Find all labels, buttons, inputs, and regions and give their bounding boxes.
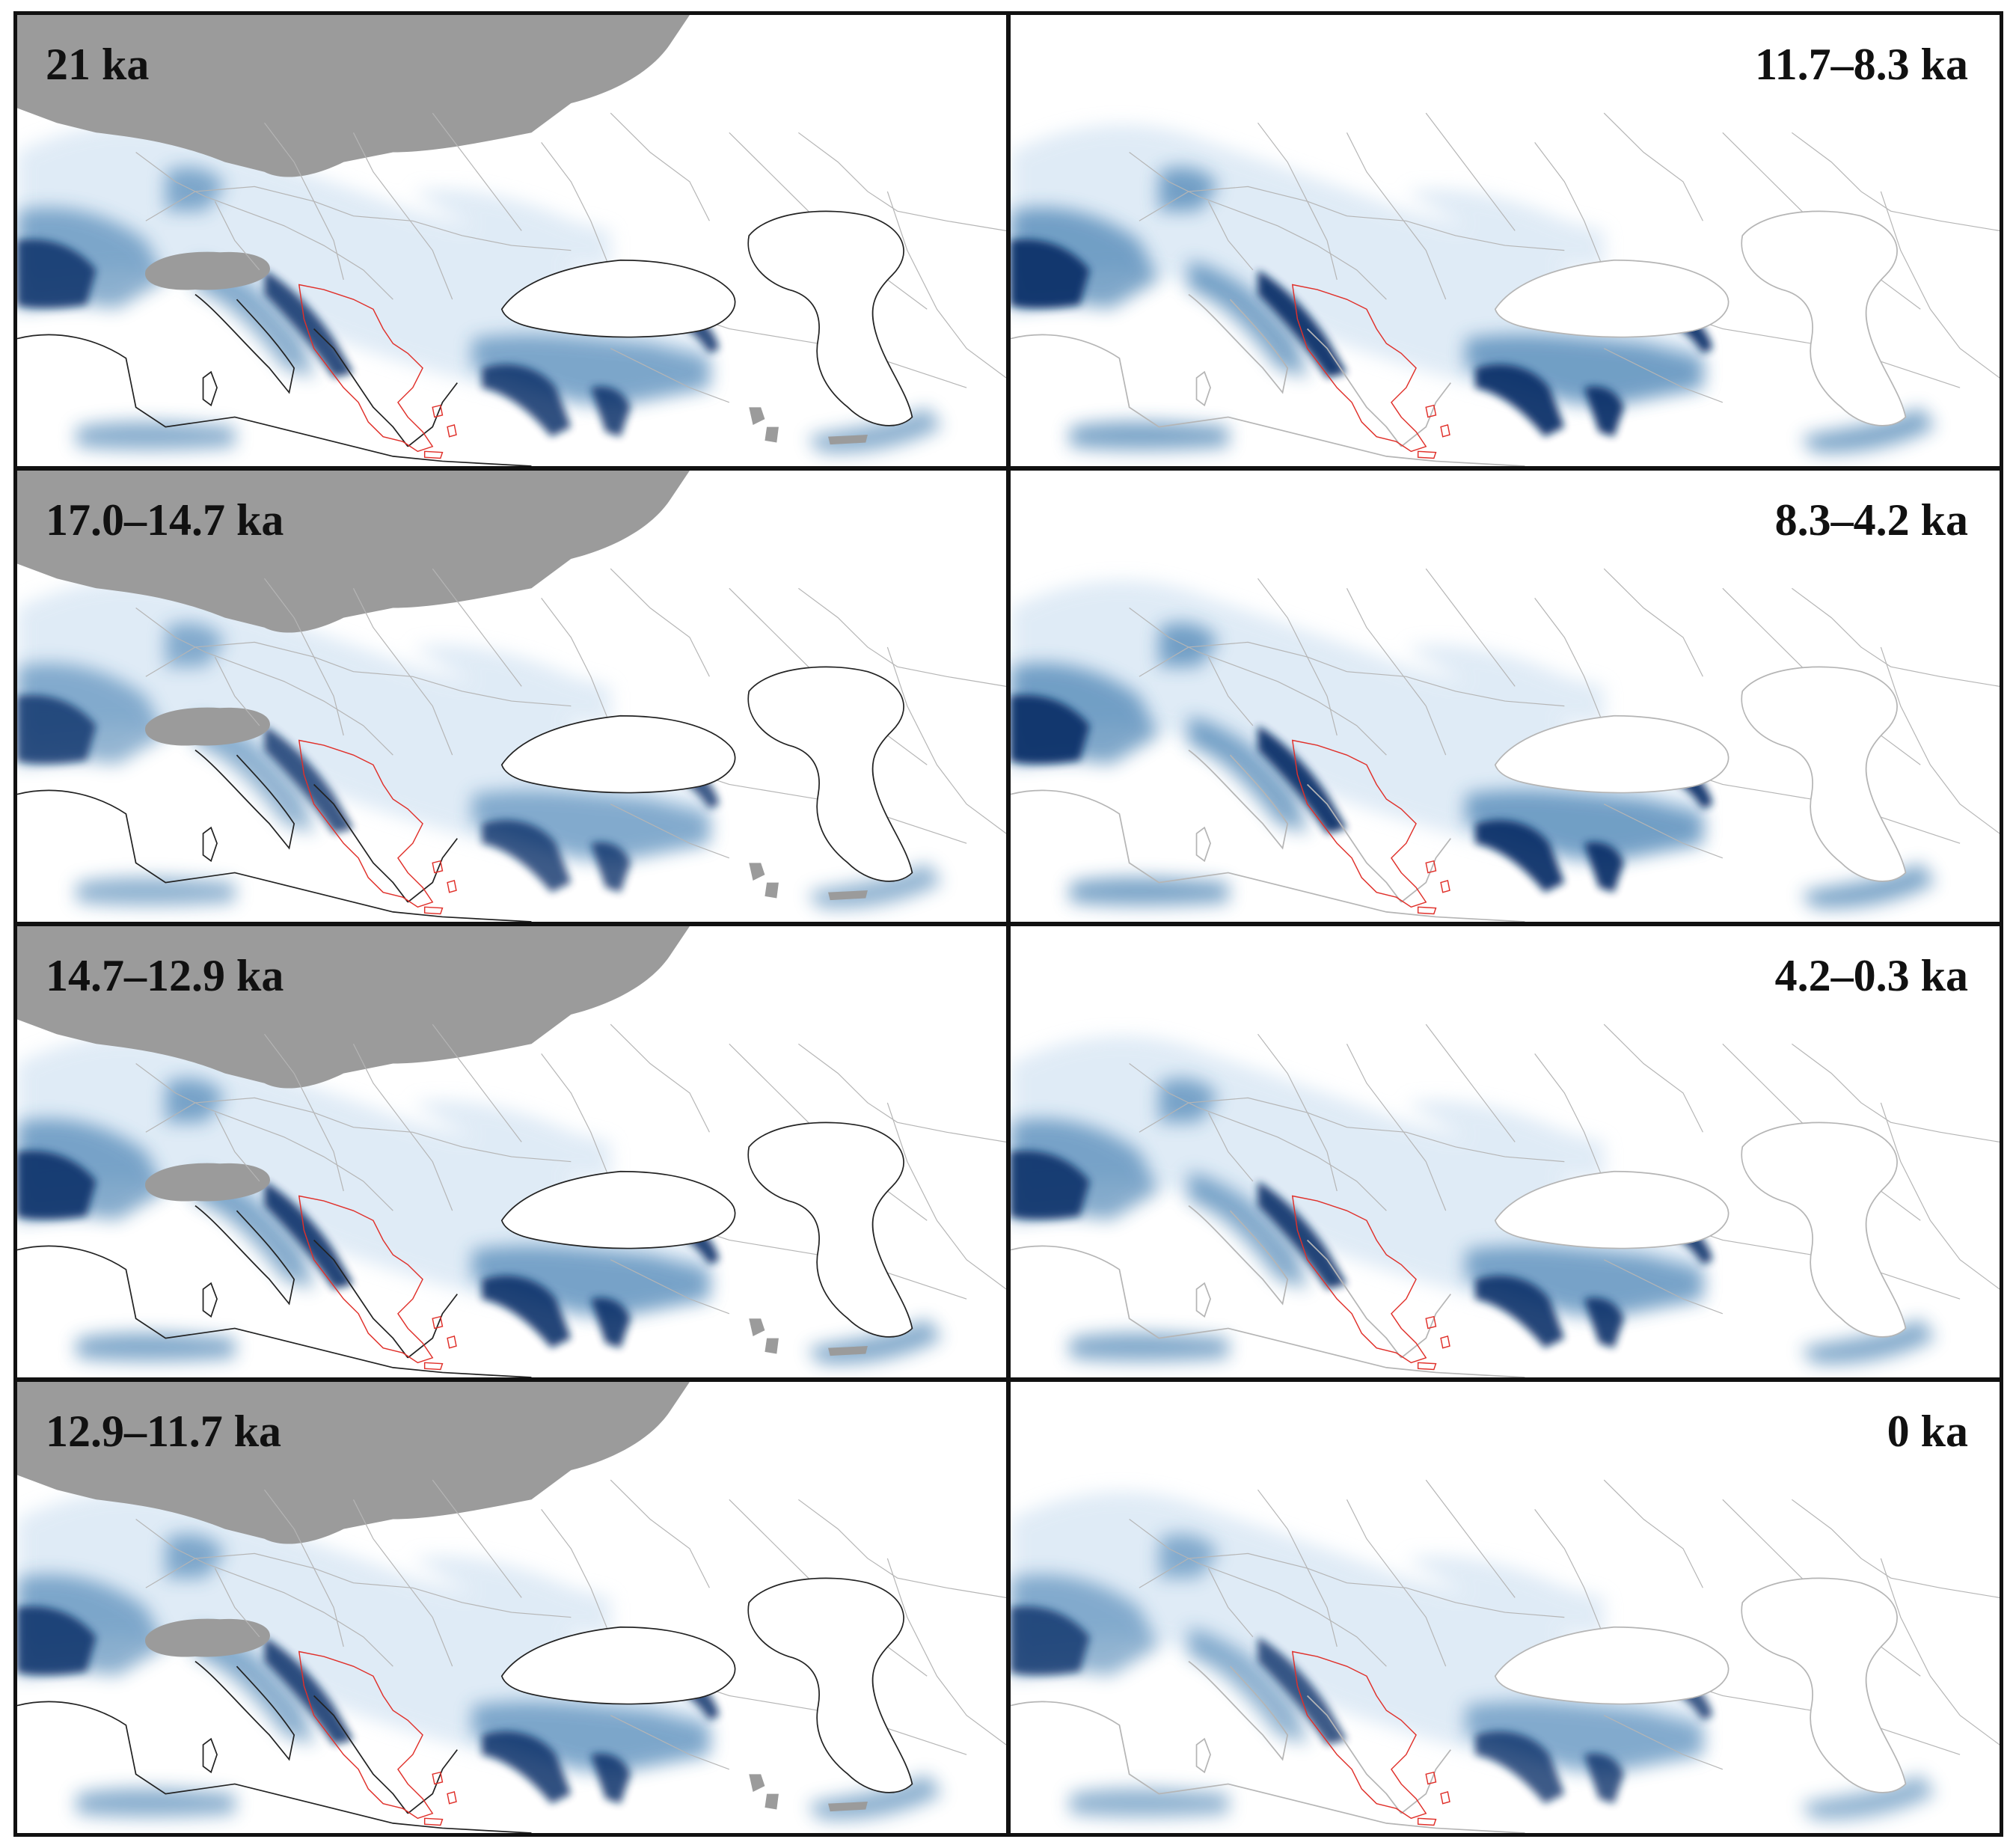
black-sea [500,715,736,794]
black-sea [500,1626,736,1705]
country-borders [135,1479,1006,1770]
greece-outline [1291,739,1450,915]
suitability-map [1011,1479,2000,1833]
suitability-map [17,1382,1006,1833]
map-panel: 17.0–14.7 ka [17,471,1006,922]
caspian-sea [747,1577,913,1793]
greece-outline [298,1195,457,1371]
greece-outline [298,284,457,459]
coastlines [1011,749,1525,922]
coastlines [1011,293,1525,466]
ice-sheet [17,1382,868,1812]
caspian-sea [1741,210,1907,426]
black-sea [1494,1626,1729,1705]
time-period-label: 12.9–11.7 ka [46,1407,282,1456]
coastlines [17,1205,532,1377]
time-period-label: 8.3–4.2 ka [1774,495,1968,545]
time-period-label: 0 ka [1887,1407,1968,1456]
time-period-label: 4.2–0.3 ka [1774,951,1968,1000]
map-panel: 0 ka [1011,1382,2000,1833]
caspian-sea [747,1122,913,1338]
caspian-sea [747,666,913,882]
ice-sheet [17,15,868,445]
high-suitability-cores [17,694,720,893]
caspian-sea [747,210,913,426]
coastlines [17,749,532,922]
suitability-map [17,471,1006,922]
coastlines [1011,1660,1525,1833]
high-suitability-cores [1011,239,1713,437]
ice-sheet [17,926,868,1356]
black-sea [1494,1170,1729,1249]
map-panel: 8.3–4.2 ka [1011,471,2000,922]
greece-outline [298,739,457,915]
greece-outline [298,1650,457,1826]
suitability-map [1011,112,2000,466]
black-sea [500,259,736,338]
map-figure-grid: 21 ka [13,11,2003,1837]
suitability-map [17,15,1006,466]
map-panel: 12.9–11.7 ka [17,1382,1006,1833]
suitability-map [17,926,1006,1377]
map-panel: 11.7–8.3 ka [1011,15,2000,466]
map-panel: 4.2–0.3 ka [1011,926,2000,1377]
black-sea [1494,715,1729,794]
coastlines [17,293,532,466]
time-period-label: 14.7–12.9 ka [46,951,284,1000]
coastlines [17,1660,532,1833]
time-period-label: 17.0–14.7 ka [46,495,284,545]
caspian-sea [1741,1577,1907,1793]
country-borders [135,1024,1006,1315]
coastlines [1011,1205,1525,1377]
caspian-sea [1741,666,1907,882]
map-panel: 21 ka [17,15,1006,466]
suitability-map [1011,1024,2000,1377]
greece-outline [1291,1650,1450,1826]
suitability-map [1011,568,2000,922]
black-sea [500,1170,736,1249]
black-sea [1494,259,1729,338]
time-period-label: 21 ka [46,40,150,89]
greece-outline [1291,284,1450,459]
time-period-label: 11.7–8.3 ka [1754,40,1968,89]
high-suitability-cores [1011,1150,1713,1348]
caspian-sea [1741,1122,1907,1338]
high-suitability-cores [1011,1606,1713,1804]
map-panel: 14.7–12.9 ka [17,926,1006,1377]
greece-outline [1291,1195,1450,1371]
ice-sheet [17,471,868,901]
